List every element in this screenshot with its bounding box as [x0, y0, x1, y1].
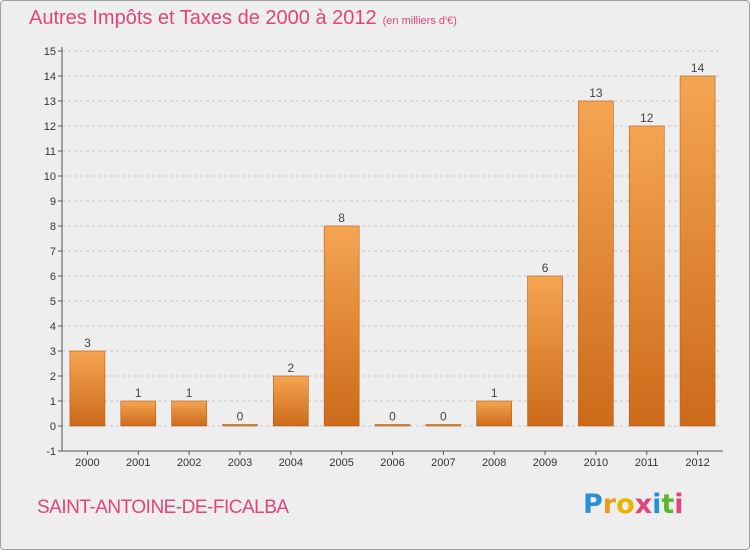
logo-letter: i [652, 489, 662, 520]
y-tick-label: 15 [44, 46, 56, 58]
y-tick-label: 9 [50, 196, 56, 208]
proxiti-logo: Proxiti [583, 489, 684, 520]
bar-2000 [69, 350, 106, 427]
x-tick-label-2008: 2008 [482, 457, 506, 469]
bar-2004 [273, 375, 309, 427]
x-tick-label-2003: 2003 [228, 457, 252, 469]
data-label-2012: 14 [691, 61, 705, 75]
x-tick-label-2009: 2009 [533, 457, 557, 469]
y-tick-label: 0 [50, 421, 56, 433]
data-label-2007: 0 [440, 410, 447, 424]
commune-name: SAINT-ANTOINE-DE-FICALBA [37, 497, 289, 518]
y-tick-label: 8 [50, 221, 56, 233]
bar-2005 [323, 225, 360, 427]
x-tick-label-2010: 2010 [584, 457, 608, 469]
data-label-2003: 0 [237, 410, 244, 424]
x-tick-label-2011: 2011 [635, 457, 659, 469]
y-tick-label: 4 [50, 321, 56, 333]
data-label-2008: 1 [491, 386, 498, 400]
chart-subtitle: (en milliers d'€) [382, 15, 457, 27]
y-tick-label: 13 [44, 96, 56, 108]
logo-letter: r [602, 489, 617, 520]
y-tick-label: 7 [50, 246, 56, 258]
data-label-2006: 0 [389, 410, 396, 424]
logo-letter: i [674, 489, 684, 520]
data-label-2009: 6 [542, 261, 549, 275]
logo-letter: o [616, 489, 635, 520]
chart-title: Autres Impôts et Taxes de 2000 à 2012 [29, 7, 377, 29]
bar-2007 [425, 424, 462, 427]
x-tick-label-2004: 2004 [279, 457, 303, 469]
y-tick-label: 1 [50, 396, 56, 408]
data-label-2010: 13 [589, 86, 603, 100]
y-tick-label: -1 [46, 446, 56, 458]
axes [58, 47, 723, 455]
bar-2012 [679, 75, 716, 427]
y-tick-label: 10 [44, 171, 56, 183]
bar-2011 [628, 125, 665, 427]
x-tick-label-2005: 2005 [329, 457, 353, 469]
y-tick-label: 3 [50, 346, 56, 358]
data-label-2001: 1 [135, 386, 142, 400]
bar-2008 [476, 400, 512, 427]
y-tick-label: 5 [50, 296, 56, 308]
bar-2001 [120, 400, 157, 427]
bars [69, 75, 716, 427]
data-label-2004: 2 [287, 361, 294, 375]
data-label-2011: 12 [640, 111, 654, 125]
bar-2009 [527, 275, 563, 427]
y-tick-label: 14 [44, 71, 56, 83]
bar-2002 [171, 400, 207, 427]
data-label-2005: 8 [338, 211, 345, 225]
logo-letter: t [661, 489, 675, 520]
y-tick-label: 11 [45, 146, 56, 158]
grid-lines [62, 50, 723, 452]
value-labels: 3 1 1 0 2 8 0 0 1 6 13 12 14 [84, 61, 704, 424]
bar-2003 [222, 424, 258, 427]
x-tick-label-2000: 2000 [75, 457, 99, 469]
logo-letter: P [583, 489, 603, 520]
x-tick-label-2012: 2012 [685, 457, 709, 469]
data-label-2002: 1 [186, 386, 193, 400]
y-tick-label: 12 [44, 121, 56, 133]
bar-2006 [374, 424, 411, 427]
y-tick-label: 2 [50, 371, 56, 383]
bar-2010 [578, 100, 614, 427]
chart-title-block: Autres Impôts et Taxes de 2000 à 2012 (en… [29, 7, 457, 30]
logo-letter: x [634, 489, 653, 520]
x-tick-label-2002: 2002 [177, 457, 201, 469]
x-tick-labels: 2000 2001 2002 2003 2004 2005 2006 2007 2008 2009… [75, 457, 710, 469]
y-tick-label: 6 [50, 271, 56, 283]
x-tick-label-2006: 2006 [380, 457, 404, 469]
x-tick-label-2007: 2007 [431, 457, 455, 469]
data-label-2000: 3 [84, 336, 91, 350]
x-tick-label-2001: 2001 [126, 457, 150, 469]
